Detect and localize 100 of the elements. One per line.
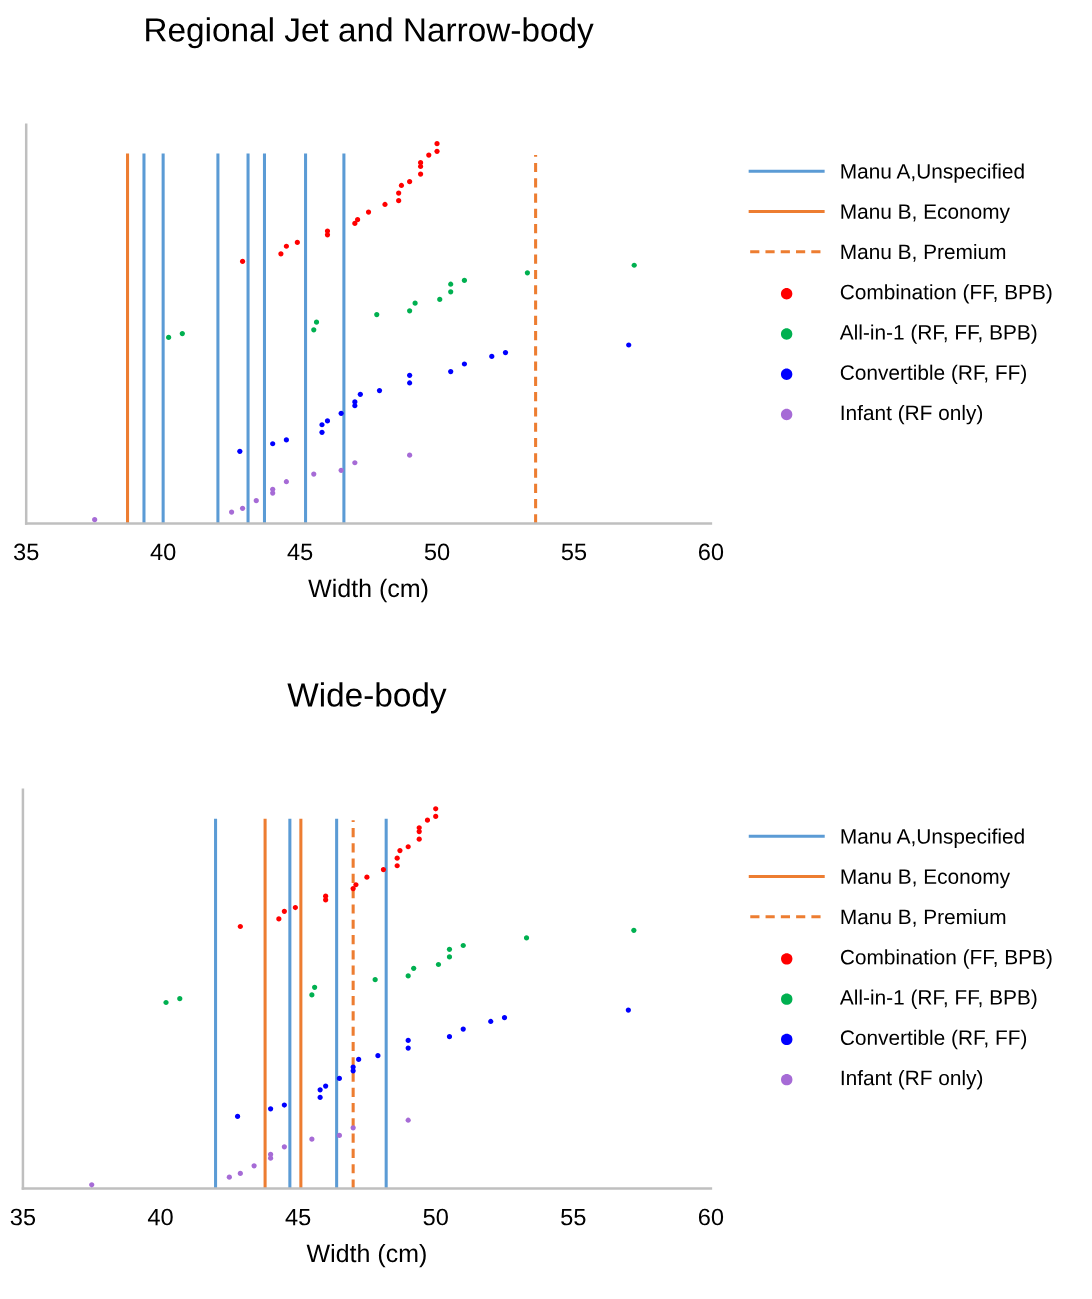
point: [446, 1034, 453, 1040]
x-tick-label: 35: [13, 543, 39, 561]
point: [317, 1087, 323, 1093]
point: [352, 460, 358, 466]
legend-label: Convertible (RF, FF): [840, 364, 1026, 385]
point: [268, 1106, 274, 1112]
point: [229, 509, 235, 515]
point: [237, 1170, 243, 1176]
point: [397, 847, 403, 854]
point: [398, 182, 405, 189]
point: [309, 1136, 315, 1142]
point: [433, 813, 439, 819]
point: [396, 190, 402, 196]
point: [405, 973, 411, 979]
point: [336, 1075, 342, 1082]
point: [278, 251, 284, 257]
point: [292, 904, 298, 911]
point: [407, 308, 413, 314]
point: [283, 437, 289, 443]
point: [234, 1113, 241, 1120]
x-tick-label: 45: [285, 1208, 311, 1226]
point: [356, 1056, 362, 1063]
point: [374, 312, 380, 318]
point: [435, 961, 442, 968]
point: [281, 1144, 287, 1150]
x-tick-label: 60: [698, 543, 724, 561]
point: [357, 391, 363, 397]
point: [313, 319, 320, 325]
point: [417, 160, 424, 166]
point: [502, 349, 509, 356]
legend-label: Combination (FF, BPB): [840, 284, 1052, 304]
point: [239, 505, 246, 511]
point: [416, 825, 422, 831]
point: [281, 1102, 287, 1108]
legend-label: All-in-1 (RF, FF, BPB): [839, 324, 1037, 344]
point: [407, 372, 413, 378]
point: [375, 1053, 381, 1059]
point: [251, 1163, 257, 1169]
point: [382, 201, 388, 208]
x-tick-label: 55: [561, 543, 587, 561]
x-tick-label: 35: [10, 1208, 36, 1226]
point: [350, 885, 356, 892]
point: [631, 927, 637, 933]
point: [426, 152, 432, 158]
point: [446, 954, 453, 960]
x-tick-label: 45: [287, 543, 313, 561]
point: [433, 806, 439, 812]
point: [226, 1174, 232, 1180]
point: [405, 1117, 411, 1123]
point: [446, 946, 453, 952]
point: [405, 1037, 411, 1044]
point: [324, 228, 331, 234]
point: [276, 916, 282, 922]
point: [283, 479, 289, 485]
x-tick-label: 40: [150, 543, 176, 561]
legend-label: Infant (RF only): [841, 404, 983, 425]
point: [253, 498, 259, 504]
point: [523, 935, 530, 941]
chart-title: Wide-body: [287, 682, 447, 714]
point: [353, 882, 359, 888]
point: [92, 517, 98, 523]
point: [631, 262, 637, 268]
point: [324, 418, 331, 424]
point: [461, 361, 467, 367]
point: [270, 441, 276, 447]
point: [376, 387, 383, 394]
point: [501, 1015, 508, 1021]
point: [394, 855, 400, 861]
chart-title: Regional Jet and Narrow-body: [146, 17, 594, 49]
point: [319, 429, 325, 435]
x-axis-title: Width (cm): [306, 1243, 426, 1268]
point: [166, 334, 172, 340]
legend-label: Manu B, Premium: [841, 243, 1006, 262]
point: [350, 1064, 356, 1070]
point: [372, 977, 378, 983]
point: [237, 923, 243, 930]
point: [338, 467, 344, 473]
point: [311, 327, 317, 333]
point: [311, 471, 317, 477]
point: [179, 331, 185, 337]
point: [294, 239, 300, 246]
point: [448, 368, 454, 375]
point: [283, 243, 289, 249]
point: [237, 448, 243, 454]
point: [319, 422, 325, 428]
point: [417, 171, 424, 177]
legend-label: Manu B, Premium: [841, 908, 1006, 927]
point: [89, 1182, 95, 1188]
point: [309, 992, 315, 998]
legend-label: Convertible (RF, FF): [840, 1029, 1027, 1050]
legend-label: Infant (RF only): [841, 1070, 983, 1090]
point: [270, 486, 276, 492]
point: [312, 984, 318, 990]
point: [488, 1018, 494, 1025]
point: [412, 300, 418, 306]
point: [434, 141, 440, 147]
legend-label: Manu A,Unspecified: [841, 163, 1024, 183]
x-tick-label: 40: [147, 1208, 173, 1226]
point: [461, 277, 467, 284]
point: [405, 1045, 411, 1051]
